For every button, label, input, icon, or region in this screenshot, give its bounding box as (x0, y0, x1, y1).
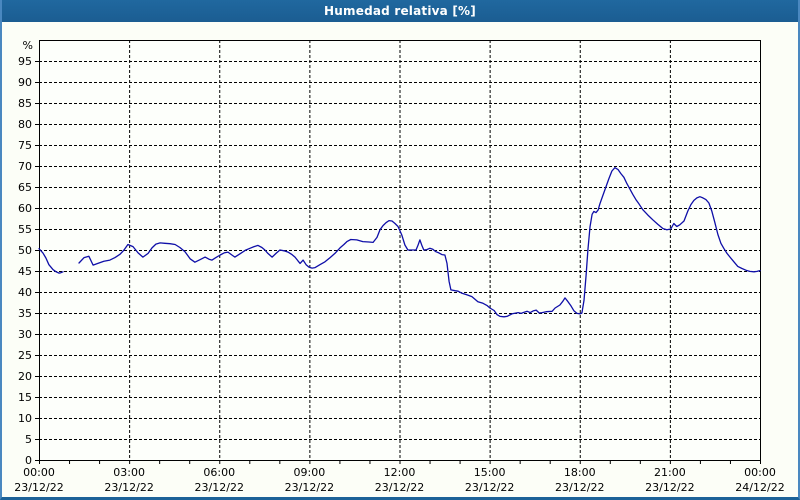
x-tick-date-label: 23/12/22 (104, 481, 153, 494)
y-axis-unit-label: % (23, 39, 33, 52)
y-tick-label: 5 (25, 433, 32, 446)
y-axis-labels: 0 5 10 15 20 25 30 35 40 45 50 55 60 65 70 75 80 85 90 95% (18, 39, 33, 467)
plot-border (39, 40, 761, 461)
x-tick-time-label: 12:00 (384, 466, 416, 479)
x-axis-labels: 00:00 23/12/22 03:00 23/12/22 06:00 23/12/22 0… (14, 466, 784, 494)
x-tick-time-label: 06:00 (203, 466, 235, 479)
x-tick-date-label: 23/12/22 (375, 481, 424, 494)
x-tick-date-label: 23/12/22 (285, 481, 334, 494)
chart-area: 0 5 10 15 20 25 30 35 40 45 50 55 60 65 70 75 80 85 90 95% 0… (2, 22, 798, 497)
y-tick-label: 90 (18, 76, 32, 89)
x-tick-date-label: 23/12/22 (14, 481, 63, 494)
humidity-line (38, 167, 761, 318)
x-tick-time-label: 03:00 (113, 466, 145, 479)
line-segment (38, 248, 64, 274)
x-tick-date-label: 23/12/22 (465, 481, 514, 494)
y-tick-label: 75 (18, 139, 32, 152)
title-bar: Humedad relativa [%] (2, 0, 798, 22)
y-tick-label: 50 (18, 244, 32, 257)
humidity-line-chart: 05101520253035404550556065707580859095%0… (14, 39, 784, 494)
y-tick-label: 10 (18, 412, 32, 425)
y-tick-label: 95 (18, 55, 32, 68)
y-tick-label: 60 (18, 202, 32, 215)
y-tick-label: 70 (18, 160, 32, 173)
x-tick-time-label: 15:00 (474, 466, 506, 479)
x-tick-date-label: 23/12/22 (195, 481, 244, 494)
y-tick-label: 15 (18, 391, 32, 404)
y-tick-label: 80 (18, 118, 32, 131)
y-tick-label: 35 (18, 307, 32, 320)
tick-marks (35, 61, 761, 464)
chart-title: Humedad relativa [%] (324, 4, 476, 18)
y-tick-label: 0 (25, 454, 32, 467)
y-tick-label: 25 (18, 349, 32, 362)
x-tick-date-label: 23/12/22 (645, 481, 694, 494)
y-tick-label: 85 (18, 97, 32, 110)
y-tick-label: 40 (18, 286, 32, 299)
y-tick-label: 65 (18, 181, 32, 194)
y-tick-label: 45 (18, 265, 32, 278)
x-tick-time-label: 21:00 (654, 466, 686, 479)
x-tick-time-label: 18:00 (564, 466, 596, 479)
x-tick-time-label: 00:00 (744, 466, 776, 479)
x-tick-date-label: 24/12/22 (735, 481, 784, 494)
y-tick-label: 55 (18, 223, 32, 236)
y-tick-label: 30 (18, 328, 32, 341)
y-tick-label: 20 (18, 370, 32, 383)
line-segment (78, 167, 761, 318)
x-tick-time-label: 00:00 (23, 466, 55, 479)
x-tick-time-label: 09:00 (294, 466, 326, 479)
x-tick-date-label: 23/12/22 (555, 481, 604, 494)
